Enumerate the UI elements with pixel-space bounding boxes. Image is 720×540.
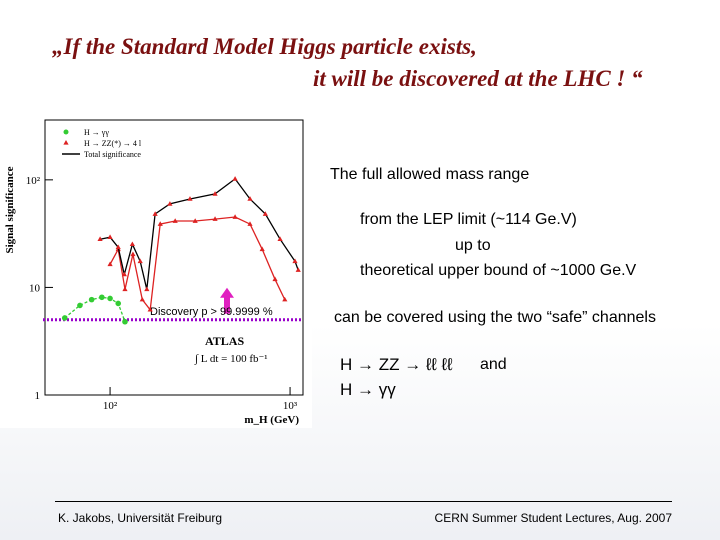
marker <box>212 216 218 221</box>
y-tick-label: 10² <box>26 175 41 187</box>
annotation: ∫ L dt = 100 fb⁻¹ <box>194 353 268 365</box>
marker <box>97 236 103 241</box>
marker <box>115 244 121 250</box>
threshold-label: Discovery p > 99.9999 % <box>150 306 273 318</box>
marker <box>107 234 113 239</box>
plot-frame <box>44 119 304 396</box>
marker <box>212 191 218 196</box>
marker <box>61 315 68 321</box>
legend-marker <box>63 129 69 135</box>
marker <box>130 251 136 257</box>
plot: 1 10 10² 10² 10³ Signal significance m_H (GeV)… <box>0 110 312 428</box>
text: H → ZZ → ℓℓ ℓℓ <box>340 355 453 374</box>
marker <box>259 246 265 252</box>
y-tick-label: 10 <box>29 282 41 294</box>
marker <box>282 296 288 302</box>
text: H → γγ <box>340 380 396 399</box>
marker <box>107 261 113 267</box>
marker <box>277 236 283 241</box>
plot-background <box>0 110 312 428</box>
marker <box>147 306 153 312</box>
marker <box>187 196 193 201</box>
x-axis-label: m_H (GeV) <box>244 414 299 426</box>
title-line: „If the Standard Model Higgs particle ex… <box>52 34 477 59</box>
x-tick-label: 10² <box>103 400 118 412</box>
footer-left: K. Jakobs, Universität Freiburg <box>58 511 223 525</box>
marker <box>192 218 198 223</box>
marker <box>295 267 301 272</box>
x-tick-label: 10³ <box>283 400 298 412</box>
footer-rule <box>55 501 672 502</box>
marker <box>129 241 135 247</box>
text: can be covered using the two “safe” chan… <box>334 309 656 326</box>
marker <box>167 201 173 206</box>
arrow <box>220 287 234 314</box>
title-line: it will be discovered at the LHC ! “ <box>313 66 643 91</box>
marker <box>232 176 238 181</box>
marker <box>152 211 158 216</box>
text: The full allowed mass range <box>330 166 530 183</box>
marker <box>172 218 178 223</box>
text: and <box>480 356 507 373</box>
marker <box>88 296 95 303</box>
text: from the LEP limit (~114 Ge.V) <box>360 211 577 228</box>
y-axis-label: Signal significance <box>4 166 16 253</box>
marker <box>99 294 105 301</box>
marker <box>157 221 163 226</box>
marker <box>139 296 145 302</box>
marker <box>121 271 127 277</box>
marker <box>107 295 113 302</box>
marker <box>247 221 253 226</box>
legend-marker <box>63 140 69 145</box>
marker <box>137 258 143 264</box>
legend-label: H → ZZ(*) → 4 l <box>84 139 142 148</box>
marker <box>247 196 253 201</box>
footer-right: CERN Summer Student Lectures, Aug. 2007 <box>434 511 672 525</box>
marker <box>292 258 298 264</box>
marker <box>115 300 122 307</box>
marker <box>272 276 278 282</box>
legend-label: Total significance <box>84 150 141 159</box>
text: theoretical upper bound of ~1000 Ge.V <box>360 262 637 279</box>
marker <box>77 302 83 309</box>
marker <box>232 214 238 219</box>
marker <box>122 318 128 325</box>
marker <box>144 286 150 292</box>
annotation: ATLAS <box>205 334 244 348</box>
legend-label: H → γγ <box>84 128 109 137</box>
text: up to <box>455 237 491 254</box>
marker <box>262 211 268 216</box>
y-tick-label: 1 <box>35 390 41 402</box>
marker <box>122 286 128 292</box>
